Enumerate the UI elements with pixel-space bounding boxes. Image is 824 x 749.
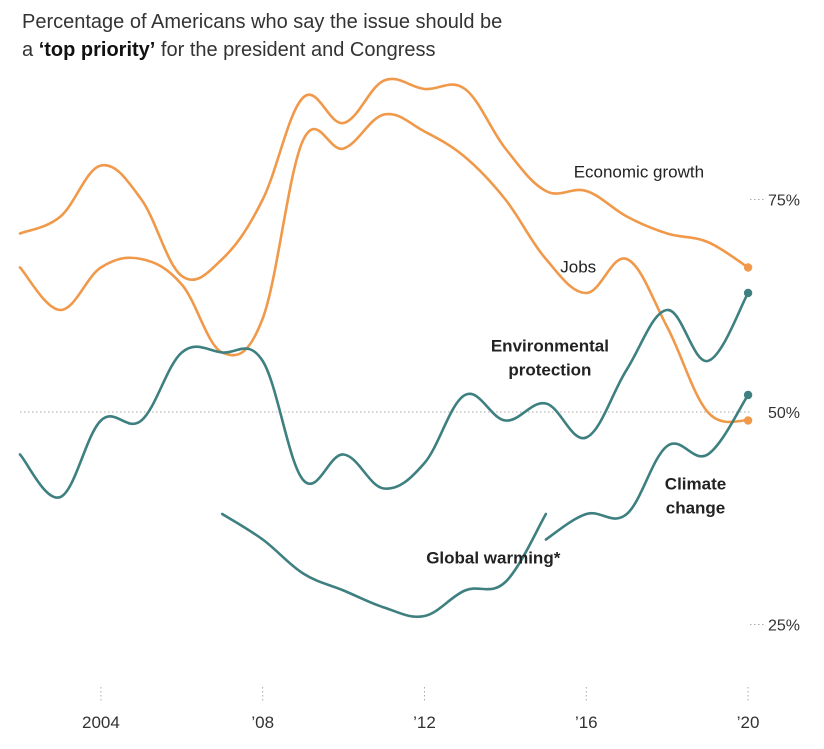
chart-title-line-1: Percentage of Americans who say the issu…: [22, 11, 503, 33]
series-line-global-warming: [221, 512, 548, 619]
chart-title-bold: ‘top priority’: [38, 39, 156, 61]
series-label-environmental-protection: protection: [508, 361, 591, 380]
series-end-point-environmental-protection: [743, 288, 753, 298]
y-tick-label: 25%: [768, 618, 800, 635]
series-label-environmental-protection: Environmental: [491, 337, 609, 356]
series-label-jobs: Jobs: [560, 258, 596, 277]
series-end-point-climate-change: [743, 390, 753, 400]
series-end-point-jobs: [743, 416, 753, 425]
x-tick-label: ’20: [737, 713, 760, 732]
series-label-global-warming: Global warming*: [426, 548, 561, 567]
x-tick-label: 2004: [82, 713, 120, 732]
chart-title-line-2: a ‘top priority’ for the president and C…: [22, 36, 642, 64]
series-line-jobs: [18, 112, 750, 424]
series-label-climate-change: change: [666, 498, 726, 517]
x-tick-label: ’16: [575, 713, 598, 732]
x-tick-label: ’12: [413, 713, 436, 732]
chart-title-suffix: for the president and Congress: [155, 39, 436, 61]
chart-title: Percentage of Americans who say the issu…: [22, 8, 642, 64]
series-line-climate-change: [544, 393, 750, 541]
series-line-environmental-protection: [18, 291, 750, 499]
y-tick-label: 50%: [768, 405, 800, 422]
y-tick-label: 75%: [768, 193, 800, 210]
x-tick-label: ’08: [251, 713, 274, 732]
series-label-climate-change: Climate: [665, 474, 726, 493]
chart-title-prefix: a: [22, 39, 39, 61]
series-end-point-economic-growth: [743, 263, 753, 272]
series-line-economic-growth: [18, 77, 750, 282]
series-label-economic-growth: Economic growth: [574, 162, 704, 181]
